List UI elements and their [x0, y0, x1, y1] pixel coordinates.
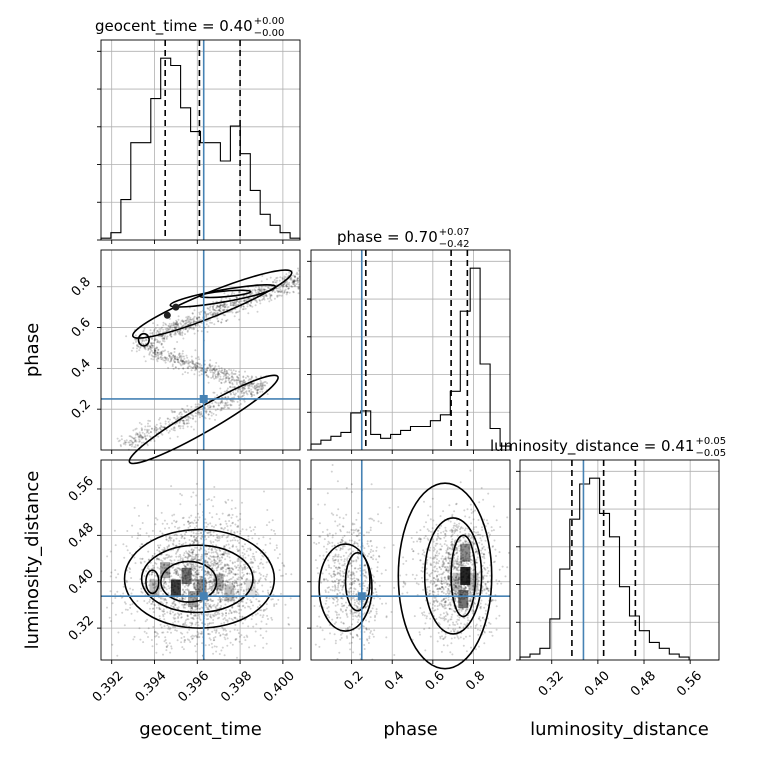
panel-border-1-1 [310, 249, 511, 451]
panel-title-minus: −0.00 [254, 28, 285, 39]
contour-lumdist-phase-mid-right [423, 517, 483, 635]
panel-title-luminosity_distance: luminosity_distance = 0.41 +0.05−0.05 [490, 436, 726, 459]
panel-border-2-0 [100, 459, 301, 661]
panel-title-plus: +0.00 [254, 16, 285, 27]
truth-marker-1-0 [199, 394, 208, 403]
density-cell [170, 579, 181, 596]
density-peak-dot-1 [163, 311, 171, 319]
panel-title-minus: −0.05 [695, 448, 726, 459]
panel-title-minus: −0.42 [439, 239, 470, 250]
density-core-lumdist-vs-phase [452, 543, 479, 609]
panel-title-text: luminosity_distance = 0.41 [490, 437, 694, 456]
contour-phase-geocent-upper-inner [198, 289, 252, 299]
x-tick-label-luminosity_distance-2: 0.48 [628, 668, 659, 699]
y-tick-label-luminosity_distance-3: 0.56 [66, 474, 97, 505]
density-cell [188, 591, 199, 608]
panel-background-2-0 [101, 460, 300, 660]
x-tick-label-phase-0: 0.2 [341, 668, 366, 693]
y-tick-label-phase-1: 0.4 [69, 356, 94, 381]
density-cell [149, 579, 160, 596]
density-cell [460, 543, 471, 562]
density-cell [452, 572, 463, 591]
y-axis-label-phase: phase [22, 323, 43, 377]
panel-title-plus: +0.05 [695, 436, 726, 447]
x-tick-label-phase-1: 0.4 [382, 668, 407, 693]
x-axis-label-phase: phase [383, 719, 437, 740]
density-cell [213, 573, 224, 590]
contour-lumdist-geocent-inner [160, 560, 218, 603]
contour-lumdist-phase-inner-right [450, 534, 477, 618]
y-tick-label-phase-0: 0.2 [69, 397, 94, 422]
panel-title-plus: +0.07 [439, 227, 470, 238]
panel-border-2-2 [519, 459, 720, 661]
density-cell [458, 590, 469, 609]
y-tick-label-luminosity_distance-0: 0.32 [66, 613, 97, 644]
contour-phase-geocent-left-small [137, 332, 150, 347]
panel-border-1-0 [100, 249, 301, 451]
x-tick-label-phase-2: 0.6 [423, 668, 448, 693]
density-cell [460, 566, 471, 585]
y-tick-label-phase-2: 0.6 [69, 315, 94, 340]
contour-lumdist-geocent-small [145, 569, 160, 595]
x-tick-label-geocent_time-3: 0.398 [218, 668, 255, 705]
truth-marker-2-0 [199, 592, 208, 601]
panel-background-1-1 [311, 250, 510, 450]
panel-title-phase: phase = 0.70 +0.07−0.42 [337, 227, 469, 250]
x-tick-label-luminosity_distance-0: 0.32 [536, 668, 567, 699]
contour-lumdist-geocent-outer [123, 528, 276, 629]
truth-marker-2-1 [357, 592, 366, 601]
density-peak-dot-0 [172, 303, 180, 311]
panel-title-geocent_time: geocent_time = 0.40 +0.00−0.00 [95, 16, 284, 39]
x-tick-label-luminosity_distance-3: 0.56 [674, 668, 705, 699]
contour-lumdist-geocent-mid [140, 544, 254, 614]
histogram-phase [310, 267, 511, 450]
x-tick-label-geocent_time-1: 0.394 [133, 668, 170, 705]
y-axis-label-luminosity_distance: luminosity_distance [22, 471, 43, 650]
contour-phase-geocent-upper-mid [169, 284, 277, 308]
y-tick-label-phase-3: 0.8 [69, 274, 94, 299]
contour-lumdist-phase-outer-right [397, 482, 493, 670]
x-tick-label-geocent_time-0: 0.392 [90, 668, 127, 705]
panel-title-text: phase = 0.70 [337, 228, 438, 246]
contour-phase-geocent-lower [128, 374, 279, 465]
y-tick-label-luminosity_distance-2: 0.48 [66, 520, 97, 551]
x-axis-label-luminosity_distance: luminosity_distance [530, 719, 709, 740]
density-cell [224, 585, 235, 602]
x-tick-label-luminosity_distance-1: 0.40 [582, 668, 613, 699]
histogram-luminosity_distance [519, 477, 719, 661]
x-axis-label-geocent_time: geocent_time [139, 719, 262, 740]
y-tick-label-luminosity_distance-1: 0.40 [66, 567, 97, 598]
contour-lumdist-phase-outer-left [318, 543, 373, 632]
panel-title-text: geocent_time = 0.40 [95, 17, 253, 36]
panel-background-1-0 [101, 250, 300, 450]
x-tick-label-geocent_time-2: 0.396 [175, 668, 212, 705]
contour-lumdist-phase-inner-left [344, 551, 371, 612]
panel-background-2-1 [311, 460, 510, 660]
x-tick-label-phase-3: 0.8 [463, 668, 488, 693]
x-tick-label-geocent_time-4: 0.400 [261, 668, 298, 705]
density-cell [196, 579, 207, 596]
panel-border-0-0 [100, 39, 301, 241]
density-cell [181, 567, 192, 584]
density-cell [468, 572, 479, 591]
histogram-geocent_time [100, 57, 301, 240]
panel-border-2-1 [310, 459, 511, 661]
